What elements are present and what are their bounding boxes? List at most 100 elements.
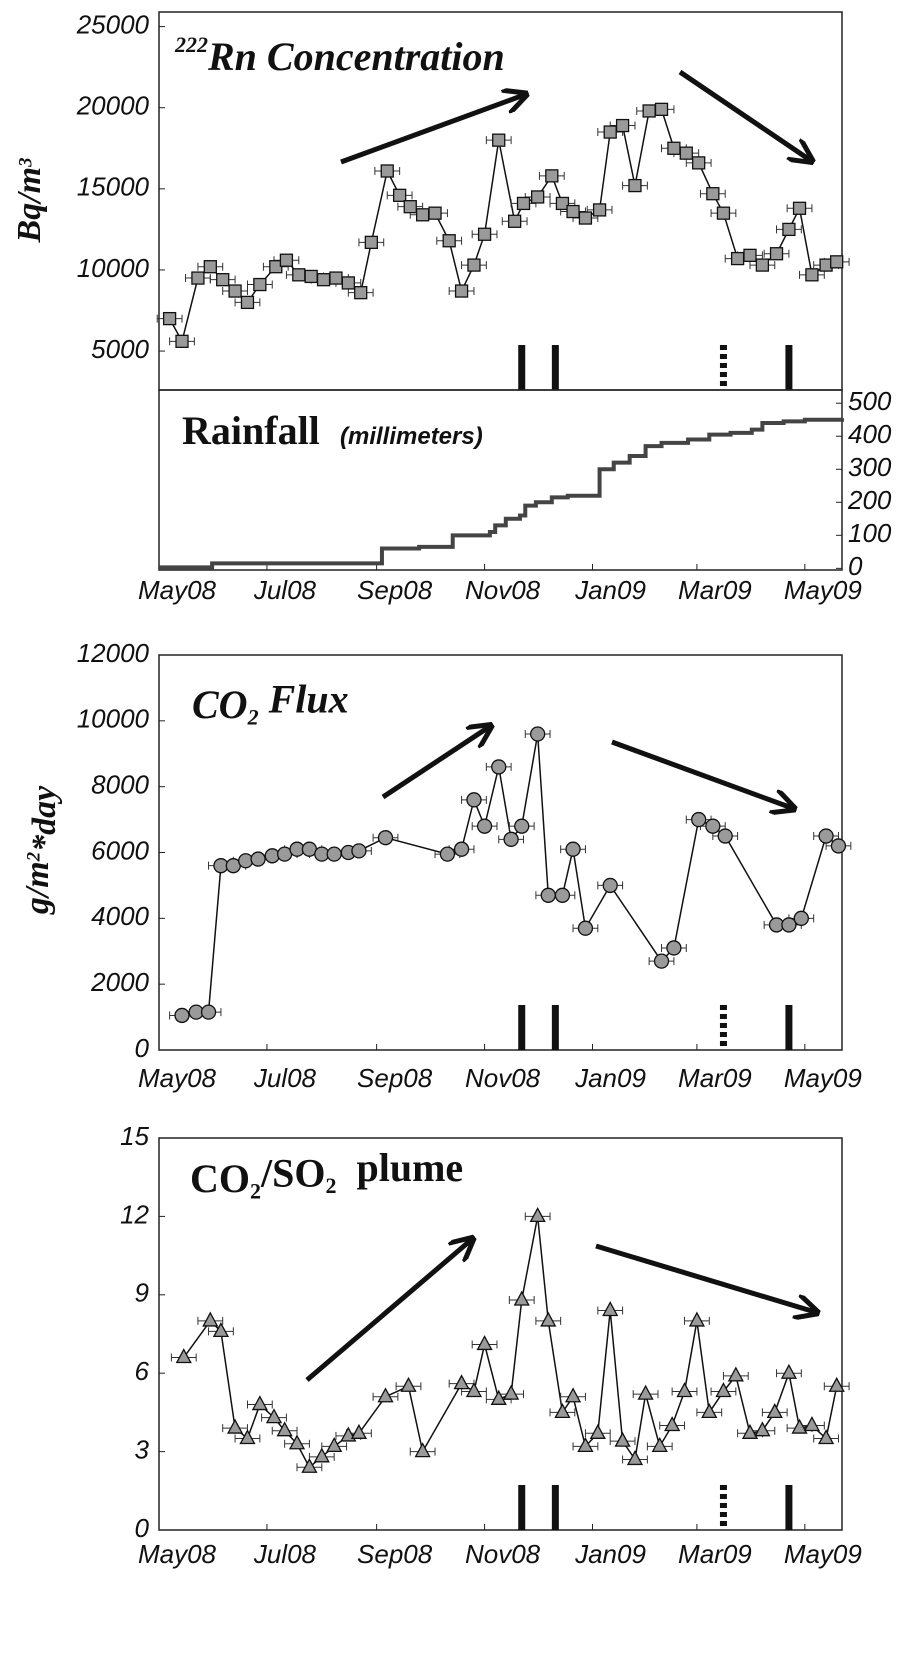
data-point bbox=[715, 1382, 732, 1398]
arrow bbox=[611, 739, 792, 808]
plot-frame bbox=[158, 389, 843, 571]
data-point bbox=[741, 1423, 759, 1439]
data-point bbox=[503, 1384, 520, 1400]
data-point bbox=[316, 273, 331, 287]
data-point bbox=[490, 1389, 507, 1405]
data-point bbox=[392, 188, 407, 202]
data-point bbox=[203, 260, 217, 274]
data-point bbox=[566, 204, 580, 219]
y-tick-label: 25000 bbox=[76, 9, 150, 39]
x-tick-label: May08 bbox=[138, 1539, 217, 1569]
x-tick-label: May08 bbox=[138, 575, 217, 605]
data-point bbox=[577, 920, 594, 936]
data-point bbox=[727, 1366, 744, 1382]
data-point bbox=[793, 910, 809, 926]
y-tick-label: 20000 bbox=[76, 91, 150, 121]
y-tick-label: 9 bbox=[135, 1278, 149, 1308]
y-tick-label: 5000 bbox=[91, 334, 149, 364]
data-point bbox=[516, 196, 531, 211]
data-point bbox=[688, 1311, 705, 1327]
data-point bbox=[279, 253, 294, 267]
arrow bbox=[595, 1243, 815, 1312]
panel-title: CO2/SO2 plume bbox=[190, 1145, 463, 1203]
data-point bbox=[818, 828, 834, 844]
y-tick-label: 12 bbox=[120, 1199, 149, 1229]
data-point bbox=[240, 295, 255, 310]
data-point bbox=[791, 1418, 808, 1434]
text-part: Rn Concentration bbox=[207, 34, 505, 79]
x-tick-label: Jul08 bbox=[253, 1063, 317, 1093]
text-part: CO bbox=[192, 682, 248, 727]
panel-title: CO2 Flux bbox=[192, 677, 349, 730]
y-tick-label: 500 bbox=[848, 386, 892, 416]
data-point bbox=[705, 818, 721, 834]
x-tick-label: Sep08 bbox=[357, 575, 433, 605]
data-point bbox=[350, 1423, 368, 1439]
x-tick-label: Jan09 bbox=[574, 1539, 646, 1569]
data-point bbox=[216, 273, 230, 287]
data-point bbox=[805, 268, 819, 282]
trend-arrows bbox=[305, 69, 815, 1382]
text-part: 222 bbox=[174, 32, 208, 57]
data-point bbox=[191, 271, 205, 285]
data-point bbox=[514, 818, 530, 834]
data-point bbox=[250, 851, 266, 867]
data-point bbox=[503, 831, 519, 847]
data-point bbox=[442, 234, 456, 248]
data-point bbox=[351, 843, 367, 859]
x-tick-label: May08 bbox=[138, 1063, 217, 1093]
data-point bbox=[453, 1374, 470, 1390]
text-part: 2 bbox=[24, 852, 45, 862]
data-point bbox=[403, 200, 417, 214]
data-point bbox=[377, 1387, 394, 1403]
data-point bbox=[679, 146, 693, 160]
data-point bbox=[453, 841, 470, 857]
x-tick-label: May09 bbox=[784, 575, 862, 605]
arrow bbox=[678, 69, 810, 160]
data-point bbox=[476, 1335, 493, 1351]
data-point bbox=[253, 277, 267, 292]
data-point bbox=[589, 1423, 606, 1439]
data-point bbox=[830, 838, 847, 854]
y-tick-label: 300 bbox=[848, 452, 892, 482]
data-point bbox=[313, 1447, 330, 1463]
text-part: Flux bbox=[259, 677, 349, 722]
text-part: Rainfall bbox=[182, 408, 320, 453]
y-tick-label: 15000 bbox=[77, 172, 150, 202]
y-tick-label: 8000 bbox=[91, 770, 149, 800]
data-point bbox=[265, 1408, 283, 1424]
data-point bbox=[706, 187, 720, 201]
data-point bbox=[828, 1376, 845, 1392]
y-tick-label: 4000 bbox=[91, 901, 149, 931]
data-point bbox=[637, 1384, 654, 1400]
x-tick-label: Sep08 bbox=[357, 1539, 433, 1569]
text-part: 3 bbox=[16, 158, 37, 168]
data-point bbox=[545, 169, 559, 183]
data-point bbox=[628, 178, 642, 193]
data-point bbox=[565, 841, 581, 857]
series-line bbox=[181, 733, 839, 1017]
arrow bbox=[305, 1240, 471, 1382]
data-point bbox=[304, 269, 318, 284]
data-point bbox=[174, 1007, 190, 1024]
data-point bbox=[508, 214, 522, 228]
data-point bbox=[491, 759, 507, 775]
data-point bbox=[782, 222, 796, 237]
data-point bbox=[326, 1436, 343, 1453]
data-point bbox=[653, 953, 670, 969]
text-part: CO bbox=[190, 1156, 250, 1201]
y-tick-label: 0 bbox=[135, 1513, 150, 1543]
y-tick-label: 6 bbox=[135, 1356, 150, 1386]
y-tick-label: 0 bbox=[848, 551, 863, 581]
x-tick-label: May09 bbox=[784, 1539, 862, 1569]
y-tick-label: 200 bbox=[847, 485, 892, 515]
y-tick-label: 6000 bbox=[91, 835, 149, 865]
data-point bbox=[428, 206, 442, 220]
data-point bbox=[380, 164, 394, 178]
text-part: g/m bbox=[19, 861, 56, 915]
data-point bbox=[780, 1363, 798, 1379]
x-tick-label: Mar09 bbox=[678, 575, 752, 605]
data-point bbox=[717, 828, 733, 844]
data-point bbox=[691, 811, 707, 828]
